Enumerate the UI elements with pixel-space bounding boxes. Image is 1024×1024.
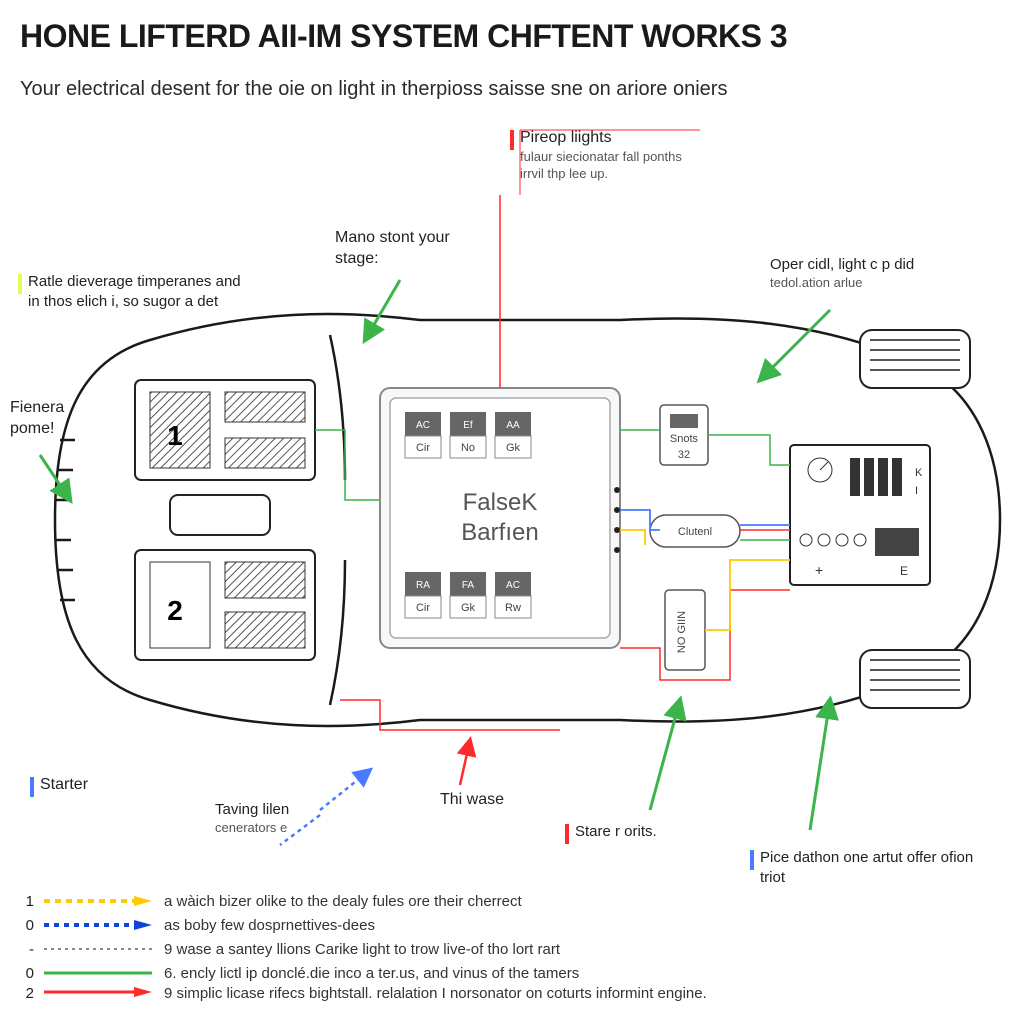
legend-swatch-icon [44, 966, 154, 980]
svg-text:AC: AC [506, 580, 520, 591]
red-marker-icon [510, 130, 514, 150]
legend-row: 2 9 simplic licase rifecs bightstall. re… [20, 985, 707, 1002]
svg-text:Clutenl: Clutenl [678, 526, 712, 538]
legend-row: 0 as boby few dosprnettives-dees [20, 913, 707, 937]
ann-thiwase: Thi wase [440, 790, 504, 811]
page-subtitle: Your electrical desent for the oie on li… [20, 78, 727, 101]
ann-oper: Oper cidl, light c p did tedol.ation arl… [770, 255, 914, 291]
svg-text:+: + [815, 562, 823, 578]
svg-text:FA: FA [462, 580, 475, 591]
ann-starter: Starter [40, 775, 88, 796]
legend-swatch-icon [44, 894, 154, 908]
svg-text:RA: RA [416, 580, 430, 591]
ann-fienera: Fienera pome! [10, 398, 64, 440]
legend-swatch-icon [44, 985, 154, 999]
ann-stare: Stare r orits. [575, 822, 657, 842]
central-label2: Barfıen [461, 519, 538, 546]
legend-row: 1 a wàich bizer olike to the dealy fules… [20, 889, 707, 913]
fuse-panel: K I + E [790, 445, 930, 585]
legend-row: - 9 wase a santey llions Carike light to… [20, 937, 707, 961]
block1-num: 1 [167, 420, 183, 451]
engine-block-2: 2 [135, 550, 315, 660]
red-marker-icon [565, 824, 569, 844]
svg-text:Cir: Cir [416, 602, 430, 614]
wiring [315, 195, 790, 730]
svg-text:Cir: Cir [416, 442, 430, 454]
annotation-arrows [40, 280, 830, 845]
svg-text:Ef: Ef [463, 420, 473, 431]
page-title: HONE LIFTERD AII-IM SYSTEM CHFTENT WORKS… [20, 18, 787, 55]
legend: 1 a wàich bizer olike to the dealy fules… [20, 889, 707, 1002]
ann-ratle: Ratle dieverage timperanes and in thos e… [28, 272, 241, 311]
svg-text:NO GIIN: NO GIIN [676, 611, 688, 653]
legend-swatch-icon [44, 942, 154, 956]
legend-swatch-icon [44, 918, 154, 932]
ann-pice: Pice dathon one artut offer ofion triot [760, 848, 973, 887]
svg-text:Snots: Snots [670, 433, 699, 445]
svg-text:AC: AC [416, 420, 430, 431]
car-outline [55, 314, 1000, 726]
svg-text:Gk: Gk [461, 602, 476, 614]
svg-text:Gk: Gk [506, 442, 521, 454]
clutenl-box: Clutenl [650, 515, 740, 547]
svg-text:E: E [900, 564, 908, 578]
yellow-marker-icon [18, 274, 22, 294]
rear-wheels [860, 330, 970, 708]
snots-box: Snots 32 [660, 405, 708, 465]
engine-block-1: 1 [135, 380, 315, 480]
blue-marker-icon [750, 850, 754, 870]
svg-text:No: No [461, 442, 475, 454]
central-unit: AC Cir Ef No AA Gk FalseK Barfıen RA Cir… [380, 388, 620, 648]
svg-text:K: K [915, 467, 923, 479]
block2-num: 2 [167, 595, 183, 626]
blue-marker-icon [30, 777, 34, 797]
ann-mano: Mano stont your stage: [335, 228, 450, 270]
svg-text:AA: AA [506, 420, 520, 431]
ann-top-red: Pireop liights fulaur siecionatar fall p… [520, 128, 682, 183]
svg-text:I: I [915, 485, 918, 497]
legend-row: 0 6. encly lictl ip donclé.die inco a te… [20, 961, 707, 985]
btn-row-top: AC Cir Ef No AA Gk [405, 412, 531, 458]
svg-text:Rw: Rw [505, 602, 521, 614]
nogiin-box: NO GIIN [665, 590, 705, 670]
ann-taving: Taving lilen cenerators e [215, 800, 289, 836]
svg-text:32: 32 [678, 449, 690, 461]
btn-row-bot: RA Cir FA Gk AC Rw [405, 572, 531, 618]
central-label1: FalseK [463, 489, 538, 516]
